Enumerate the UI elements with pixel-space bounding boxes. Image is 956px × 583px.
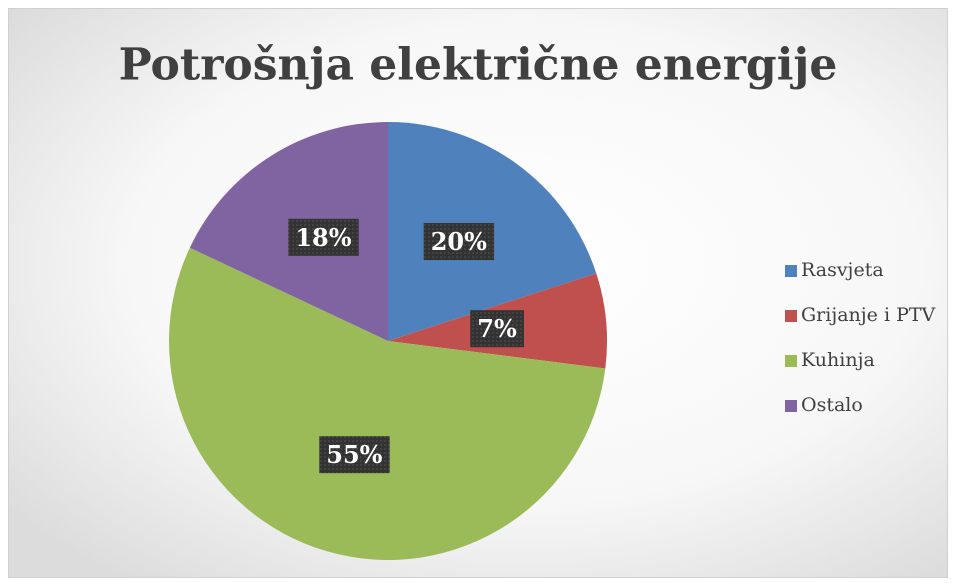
pie xyxy=(169,122,607,560)
legend-swatch xyxy=(785,400,797,412)
data-label: 55% xyxy=(326,440,382,469)
legend-label: Grijanje i PTV xyxy=(801,304,936,326)
data-label: 18% xyxy=(295,223,351,252)
data-label-box xyxy=(423,223,495,261)
pie-slice xyxy=(169,247,606,560)
legend-label: Rasvjeta xyxy=(801,259,884,281)
legend-swatch xyxy=(785,355,797,367)
data-labels: 20% 7% 55% 18% xyxy=(288,218,524,474)
data-label: 7% xyxy=(477,314,517,343)
legend-label: Ostalo xyxy=(801,394,863,416)
legend-label: Kuhinja xyxy=(801,349,875,371)
legend-swatch xyxy=(785,310,797,322)
data-label-box xyxy=(319,436,390,474)
data-label-box xyxy=(288,218,359,256)
legend: Rasvjeta Grijanje i PTV Kuhinja Ostalo xyxy=(785,259,936,416)
chart-title: Potrošnja električne energije xyxy=(119,40,838,91)
legend-swatch xyxy=(785,265,797,277)
data-label: 20% xyxy=(431,227,487,256)
data-label-box xyxy=(470,310,524,348)
